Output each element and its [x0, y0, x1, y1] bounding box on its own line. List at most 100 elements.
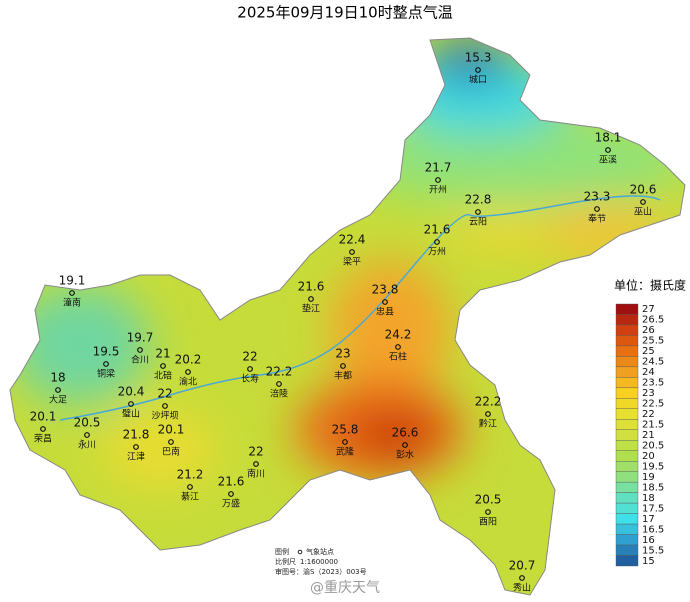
station-value: 21	[155, 347, 170, 361]
station-name: 綦江	[181, 491, 199, 503]
station-name: 潼南	[63, 297, 81, 309]
station-name: 忠县	[376, 307, 394, 318]
station-dot	[253, 461, 259, 467]
station-dot	[382, 299, 388, 305]
station-dot	[128, 401, 134, 407]
station-name: 永川	[78, 439, 96, 451]
station-name: 巫溪	[599, 154, 617, 166]
station-dot	[308, 296, 314, 302]
station-value: 21.7	[425, 161, 452, 175]
station-dot	[605, 147, 611, 153]
legend-swatch	[615, 324, 639, 336]
station-name: 万盛	[222, 498, 240, 510]
legend-swatch	[615, 492, 639, 504]
legend-swatch	[615, 450, 639, 462]
legend-swatch	[615, 366, 639, 378]
station-dot	[594, 206, 600, 212]
title: 2025年09月19日10时整点气温	[237, 4, 452, 22]
station-dot	[55, 387, 61, 393]
legend-label: 27	[642, 304, 655, 315]
legend-label: 20	[642, 451, 655, 462]
legend-swatch	[615, 502, 639, 514]
legend-swatch	[615, 377, 639, 389]
legend-label: 23.5	[642, 378, 664, 389]
legend-swatch	[615, 534, 639, 546]
station-name: 云阳	[469, 217, 487, 228]
station-name: 铜梁	[97, 368, 115, 380]
station-name: 荣昌	[34, 433, 52, 445]
station-name: 巫山	[634, 207, 652, 218]
station-value: 15.3	[465, 51, 492, 65]
station-dot	[519, 575, 525, 581]
station-value: 24.2	[385, 328, 412, 342]
legend-swatch	[615, 419, 639, 430]
station-name: 南川	[247, 468, 265, 480]
station-name: 武隆	[336, 446, 354, 458]
station-value: 19.7	[127, 331, 154, 345]
station-value: 20.1	[30, 410, 57, 424]
footer-legend: 图例	[275, 547, 289, 556]
station-name: 黔江	[479, 418, 497, 430]
station-value: 22	[248, 445, 263, 459]
legend-swatch	[615, 461, 639, 472]
station-value: 22.8	[465, 193, 492, 207]
legend-label: 19	[642, 472, 655, 483]
station-dot	[475, 209, 481, 215]
legend-label: 16.5	[642, 524, 664, 535]
station-name: 渝北	[179, 376, 197, 388]
station-name: 秀山	[513, 582, 531, 594]
legend-swatch	[615, 440, 639, 451]
station-dot	[485, 509, 491, 515]
station-name: 巴南	[162, 446, 180, 458]
station-name: 城口	[469, 75, 487, 86]
station-value: 23.8	[372, 283, 399, 297]
legend-swatch	[615, 398, 639, 410]
station-dot	[84, 432, 90, 438]
legend-label: 17.5	[642, 503, 664, 514]
station-name: 长寿	[241, 373, 259, 385]
stations: 15.3 城口 18.1 巫溪 21.7 开州 22.8 云阳 23.3 奉节 20.6 巫山 21.6…	[30, 51, 657, 594]
footer-scale: 1:1600000	[300, 558, 338, 566]
legend-swatch	[615, 471, 639, 483]
station-value: 22.2	[475, 395, 502, 409]
station-dot	[137, 347, 143, 353]
station-name: 彭水	[396, 449, 414, 461]
station-value: 25.8	[332, 423, 359, 437]
station-value: 18	[50, 371, 65, 385]
station-dot	[435, 177, 441, 183]
legend-swatch	[615, 387, 639, 399]
station-value: 26.6	[392, 426, 419, 440]
legend-label: 26	[642, 325, 655, 336]
legend-label: 21.5	[642, 420, 664, 431]
station-value: 19.5	[93, 345, 120, 359]
legend-label: 25.5	[642, 336, 664, 347]
legend-label: 20.5	[642, 440, 664, 451]
station-name: 江津	[127, 452, 145, 463]
station-dot	[395, 344, 401, 350]
station-name: 北碚	[154, 370, 172, 382]
station-value: 22	[157, 387, 172, 401]
legend-swatch	[615, 544, 639, 556]
station-dot	[349, 249, 355, 255]
station-name: 璧山	[122, 408, 140, 420]
station-value: 19.1	[59, 274, 86, 288]
station-name: 丰都	[334, 370, 352, 382]
legend-label: 24.5	[642, 357, 664, 368]
station-value: 20.5	[475, 493, 502, 507]
legend-label: 26.5	[642, 315, 664, 326]
legend-label: 22	[642, 409, 655, 420]
legend-swatch	[615, 303, 639, 315]
legend-label: 15	[642, 556, 655, 567]
footer-icon	[297, 549, 303, 555]
station-name: 大足	[49, 394, 67, 406]
station-name: 梁平	[343, 256, 361, 268]
legend-swatch	[615, 555, 639, 567]
station-name: 垫江	[302, 303, 320, 315]
station-dot	[475, 67, 481, 73]
station-dot	[276, 381, 282, 387]
station-dot	[434, 239, 440, 245]
station-value: 23	[335, 347, 350, 361]
legend-swatch	[615, 335, 639, 347]
